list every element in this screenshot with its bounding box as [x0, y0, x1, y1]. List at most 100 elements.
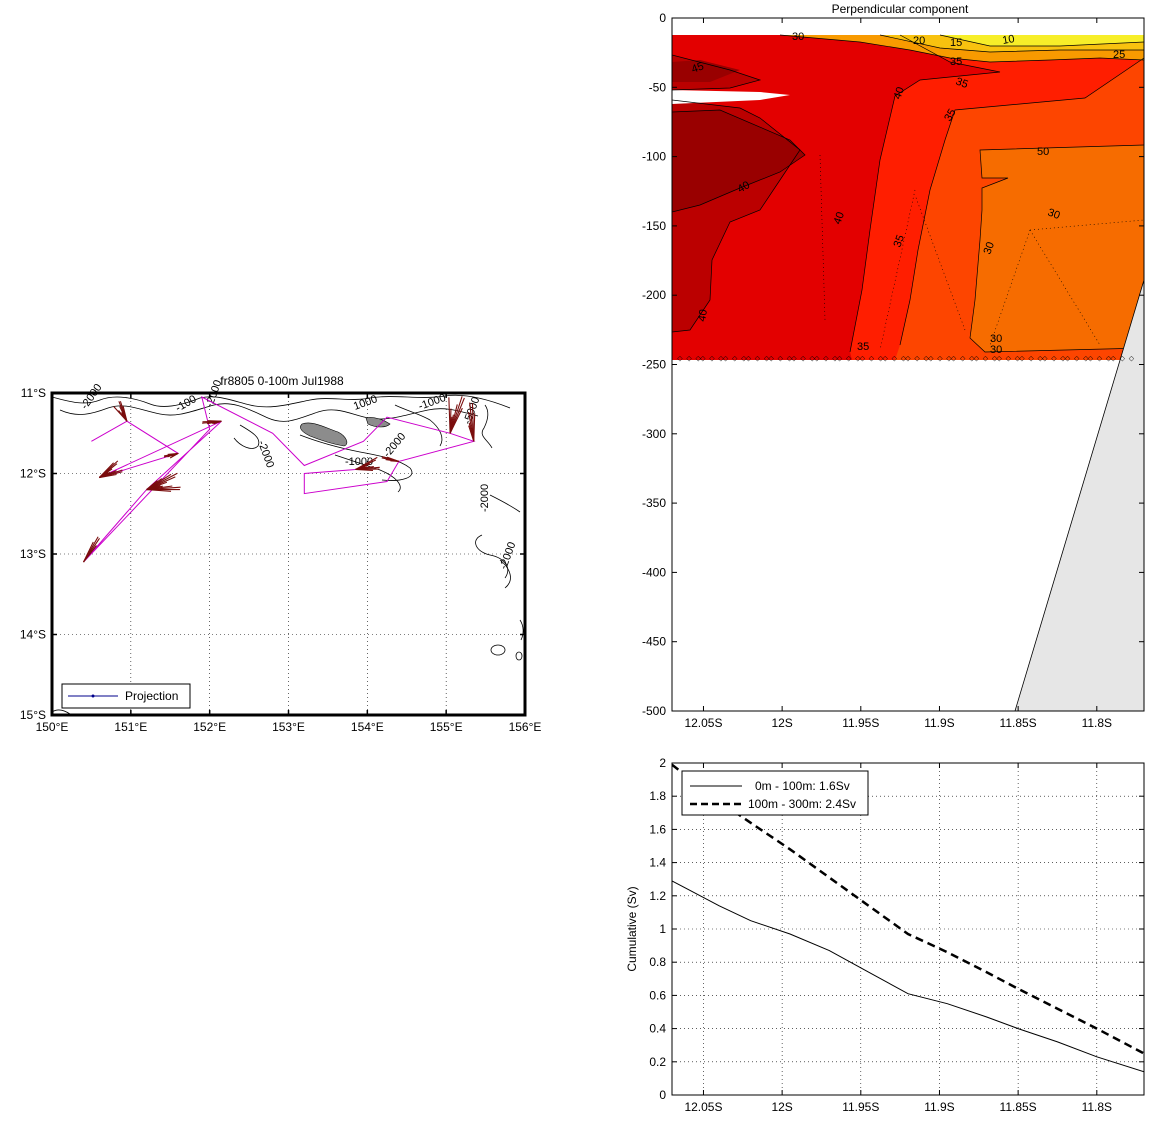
cumulative-x-tick-label: 11.8S [1082, 1100, 1112, 1114]
section-contour-label: 10 [1001, 33, 1015, 47]
map-ticks: 150°E 151°E 152°E 153°E 154°E 155°E 156°E 11°S 1… [20, 386, 542, 734]
map-y-tick-label: 13°S [20, 547, 46, 561]
section-contour-label: 50 [1037, 146, 1049, 158]
cumulative-y-tick-label: 2 [659, 756, 666, 770]
cumulative-y-tick-label: 1.2 [649, 889, 666, 903]
section-filled-contours [672, 34, 1144, 711]
cumulative-x-tick-label: 11.85S [1000, 1100, 1037, 1114]
cumulative-y-tick-label: 0.6 [649, 988, 666, 1002]
section-station-marker: ◇ [832, 356, 838, 363]
map-bathymetry [52, 394, 524, 715]
section-contour-label: 35 [942, 107, 959, 124]
section-contour-label: 45 [690, 60, 706, 75]
section-station-marker: ◇ [983, 356, 989, 363]
section-station-marker: ◇ [823, 356, 829, 363]
section-station-marker: ◇ [1038, 356, 1044, 363]
section-station-marker: ◇ [769, 356, 775, 363]
section-station-marker: ◇ [709, 356, 715, 363]
section-y-tick-label: -300 [642, 427, 666, 441]
cumulative-y-tick-label: 0.2 [649, 1055, 666, 1069]
map-y-tick-label: 14°S [20, 628, 46, 642]
map-x-tick-label: 156°E [509, 720, 542, 734]
section-y-tick-label: -150 [642, 219, 666, 233]
section-station-marker: ◇ [700, 356, 706, 363]
section-station-marker: ◇ [1042, 356, 1048, 363]
section-station-marker: ◇ [892, 356, 898, 363]
section-x-tick-label: 11.9S [924, 716, 954, 730]
cumulative-legend-entry-deep: 100m - 300m: 2.4Sv [748, 797, 856, 811]
section-station-marker: ◇ [814, 356, 820, 363]
section-y-tick-label: -350 [642, 496, 666, 510]
section-band-10 [940, 35, 1144, 46]
section-station-marker: ◇ [883, 356, 889, 363]
map-velocity-vector [98, 462, 114, 478]
cumulative-line-deep [672, 763, 1144, 1055]
section-station-marker: ◇ [1097, 356, 1103, 363]
section-station-marker: ◇ [1060, 356, 1066, 363]
section-contour-label: 40 [832, 210, 847, 226]
section-station-marker: ◇ [810, 356, 816, 363]
section-station-marker: ◇ [718, 356, 724, 363]
section-station-marker: ◇ [914, 356, 920, 363]
section-station-marker: ◇ [787, 356, 793, 363]
section-station-marker: ◇ [969, 356, 975, 363]
section-contour-label: 30 [792, 31, 804, 43]
section-station-marker: ◇ [1065, 356, 1071, 363]
section-y-tick-label: -450 [642, 635, 666, 649]
section-y-tick-label: -100 [642, 150, 666, 164]
section-contour-label: 25 [1113, 49, 1125, 61]
cumulative-series [672, 763, 1144, 1073]
section-station-marker: ◇ [878, 356, 884, 363]
cumulative-legend-entry-surface: 0m - 100m: 1.6Sv [755, 779, 850, 793]
section-contour-label: 20 [913, 35, 925, 47]
map-velocity-vector [169, 452, 179, 459]
map-contour-label: -2000 [479, 484, 491, 512]
section-station-marker: ◇ [1129, 356, 1135, 363]
map-projection-line [83, 396, 476, 563]
section-y-tick-label: -50 [649, 80, 667, 94]
section-station-marker: ◇ [974, 356, 980, 363]
section-contour-label: 40 [696, 308, 710, 322]
section-station-marker: ◇ [837, 356, 843, 363]
cumulative-legend: 0m - 100m: 1.6Sv 100m - 300m: 2.4Sv [681, 770, 869, 816]
map-velocity-vector [213, 420, 222, 425]
cumulative-x-tick-label: 11.9S [924, 1100, 954, 1114]
cumulative-panel: 0 0.2 0.4 0.6 0.8 1 1.2 1.4 1.6 1.8 2 12.05S 12S 11.9… [625, 756, 1145, 1114]
map-grid [52, 393, 525, 715]
map-island-small [365, 417, 391, 428]
section-station-marker: ◇ [937, 356, 943, 363]
map-y-tick-label: 12°S [20, 467, 46, 481]
cumulative-y-tick-label: 0.8 [649, 955, 666, 969]
section-ticks: 0 -50 -100 -150 -200 -250 -300 -350 -400 -450 -500… [642, 11, 1144, 730]
map-velocity-vector [113, 406, 128, 422]
section-station-markers: ◇ ◇ ◇ ◇ ◇ ◇ ◇ ◇ ◇ ◇ ◇ ◇ ◇ ◇ ◇ ◇ ◇ ◇ ◇ ◇ ◇ ◇ ◇ ◇ ◇ ◇ ◇ ◇ ◇ ◇ ◇ ◇ ◇ ◇ ◇ ◇ ◇ ◇ ◇ ◇… [677, 356, 1134, 363]
map-x-tick-label: 152°E [193, 720, 226, 734]
map-legend-entry: Projection [125, 689, 178, 703]
section-station-marker: ◇ [778, 356, 784, 363]
cumulative-ylabel: Cumulative (Sv) [625, 886, 639, 971]
map-y-tick-label: 15°S [20, 708, 46, 722]
section-station-marker: ◇ [741, 356, 747, 363]
section-station-marker: ◇ [1083, 356, 1089, 363]
section-station-marker: ◇ [855, 356, 861, 363]
section-contour-label: 30 [1046, 207, 1062, 222]
section-seafloor [1014, 279, 1144, 711]
section-contour-label: 30 [990, 344, 1002, 356]
map-velocity-vector [146, 480, 158, 491]
map-projection-track [83, 396, 476, 563]
section-station-marker: ◇ [860, 356, 866, 363]
cumulative-line-surface [672, 880, 1144, 1073]
section-station-marker: ◇ [928, 356, 934, 363]
section-station-marker: ◇ [1088, 356, 1094, 363]
cumulative-y-tick-label: 1 [659, 922, 666, 936]
cumulative-y-tick-label: 0 [659, 1088, 666, 1102]
section-station-marker: ◇ [1006, 356, 1012, 363]
section-station-marker: ◇ [732, 356, 738, 363]
section-station-marker: ◇ [1051, 356, 1057, 363]
cumulative-x-tick-label: 12.05S [684, 1100, 722, 1114]
cumulative-x-tick-label: 11.95S [842, 1100, 879, 1114]
section-nodata-gap [672, 90, 790, 104]
map-title: fr8805 0-100m Jul1988 [220, 374, 344, 388]
section-x-tick-label: 11.95S [842, 716, 879, 730]
